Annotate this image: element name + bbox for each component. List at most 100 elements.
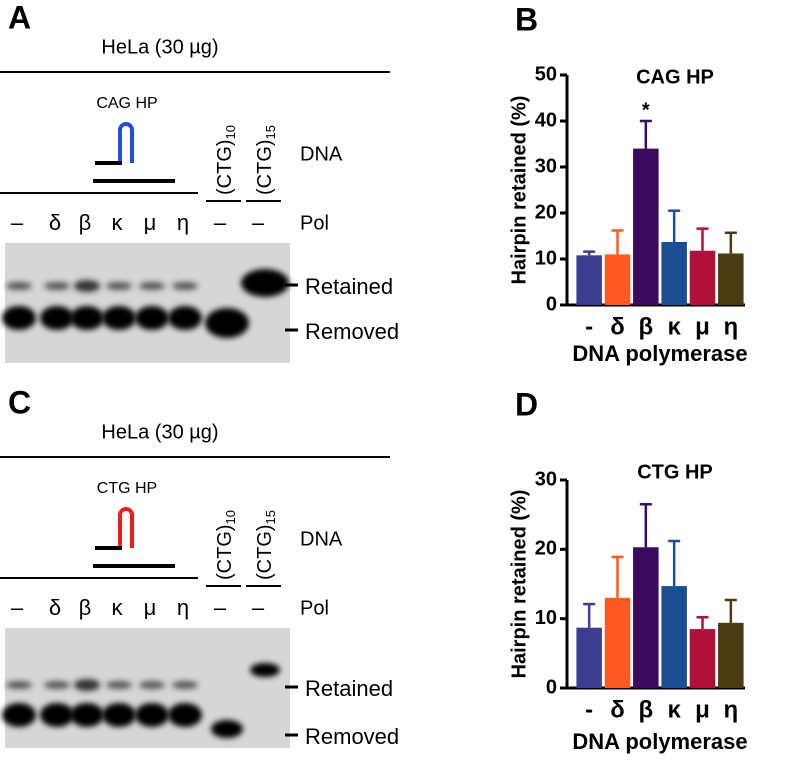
band-label: Removed (305, 319, 399, 344)
control-base: (CTG) (254, 524, 276, 580)
band (211, 720, 243, 738)
band-label: Removed (305, 724, 399, 749)
y-tick-label: 20 (535, 201, 557, 223)
control-label: (CTG)15 (254, 125, 278, 195)
bar (689, 629, 716, 688)
pol-row-label: Pol (300, 597, 329, 619)
lane-label: δ (49, 595, 61, 620)
substrate: CTG HP (97, 480, 157, 497)
chart-title: CAG HP (636, 66, 714, 88)
lane-label: δ (49, 210, 61, 235)
band (44, 681, 70, 689)
band (2, 703, 36, 727)
band (139, 282, 165, 290)
bar (689, 250, 716, 305)
bar (661, 586, 687, 688)
bar (633, 547, 659, 688)
y-tick-label: 0 (546, 293, 557, 315)
band (2, 306, 36, 330)
x-axis-title: DNA polymerase (572, 729, 747, 754)
lane-label: – (252, 595, 265, 620)
lane-label: – (252, 210, 265, 235)
hairpin (118, 122, 134, 163)
lane-label: κ (112, 595, 124, 620)
bar (718, 253, 744, 305)
band (135, 703, 169, 727)
substrate: CAG HP (96, 95, 157, 112)
lane-label: – (214, 595, 227, 620)
lane-label: – (11, 595, 24, 620)
x-tick-label: - (585, 313, 593, 340)
band (172, 681, 198, 689)
y-tick-label: 30 (535, 468, 557, 490)
x-tick-label: δ (610, 313, 625, 340)
x-tick-label: δ (610, 696, 625, 723)
band-label: Retained (305, 676, 393, 701)
y-tick-label: 40 (535, 109, 557, 131)
band (102, 306, 136, 330)
x-tick-label: β (639, 313, 654, 340)
bar (576, 627, 602, 688)
bar-chart: B CAG HP Hairpin retained (%) 0 10 20 30 40 50 - δ… (508, 1, 747, 365)
band (106, 282, 132, 290)
y-tick-label: 20 (535, 538, 557, 560)
y-tick-label: 0 (546, 676, 557, 698)
control-base: (CTG) (254, 139, 276, 195)
lane-label: – (11, 210, 24, 235)
dna-row-label: DNA (300, 528, 343, 550)
band (70, 306, 104, 330)
y-axis-title: Hairpin retained (%) (508, 490, 530, 679)
bar (604, 254, 631, 305)
x-tick-label: η (723, 696, 738, 723)
control-label: (CTG)10 (214, 510, 238, 580)
lane-label: η (177, 210, 189, 235)
band (172, 282, 198, 290)
dna-row-label: DNA (300, 143, 343, 165)
control-sub: 15 (263, 125, 278, 139)
x-axis-title: DNA polymerase (572, 341, 747, 366)
gel-image (5, 243, 290, 363)
y-tick-label: 10 (535, 607, 557, 629)
band (40, 703, 74, 727)
chart-title: CTG HP (637, 461, 713, 483)
band (241, 269, 289, 297)
x-tick-label: β (639, 696, 654, 723)
band (74, 280, 100, 292)
panel-label: B (515, 1, 538, 37)
control-sub: 10 (223, 510, 238, 524)
lane-label: κ (112, 210, 124, 235)
lane-label: β (79, 210, 92, 235)
y-tick-label: 30 (535, 155, 557, 177)
panel-label: A (8, 0, 31, 35)
band (44, 282, 70, 290)
hairpin (118, 507, 134, 548)
control-base: (CTG) (214, 139, 236, 195)
band (102, 703, 136, 727)
cell-extract: HeLa (30 µg) (101, 36, 218, 58)
bar (661, 241, 687, 305)
band (250, 663, 280, 677)
band (205, 308, 249, 338)
control-label: (CTG)10 (214, 125, 238, 195)
x-tick-label: η (723, 313, 738, 340)
control-sub: 15 (263, 510, 278, 524)
bar (633, 148, 659, 305)
control-label: (CTG)15 (254, 510, 278, 580)
lane-label: – (214, 210, 227, 235)
annotation: * (642, 99, 650, 121)
bar (576, 255, 602, 305)
panel-label: C (8, 384, 31, 420)
band (40, 306, 74, 330)
x-tick-label: μ (695, 313, 710, 340)
lane-label: η (177, 595, 189, 620)
band (168, 703, 202, 727)
lane-label: β (79, 595, 92, 620)
panel-label: D (515, 386, 538, 422)
x-tick-label: μ (695, 696, 710, 723)
band (74, 679, 100, 691)
control-base: (CTG) (214, 524, 236, 580)
y-tick-label: 10 (535, 247, 557, 269)
